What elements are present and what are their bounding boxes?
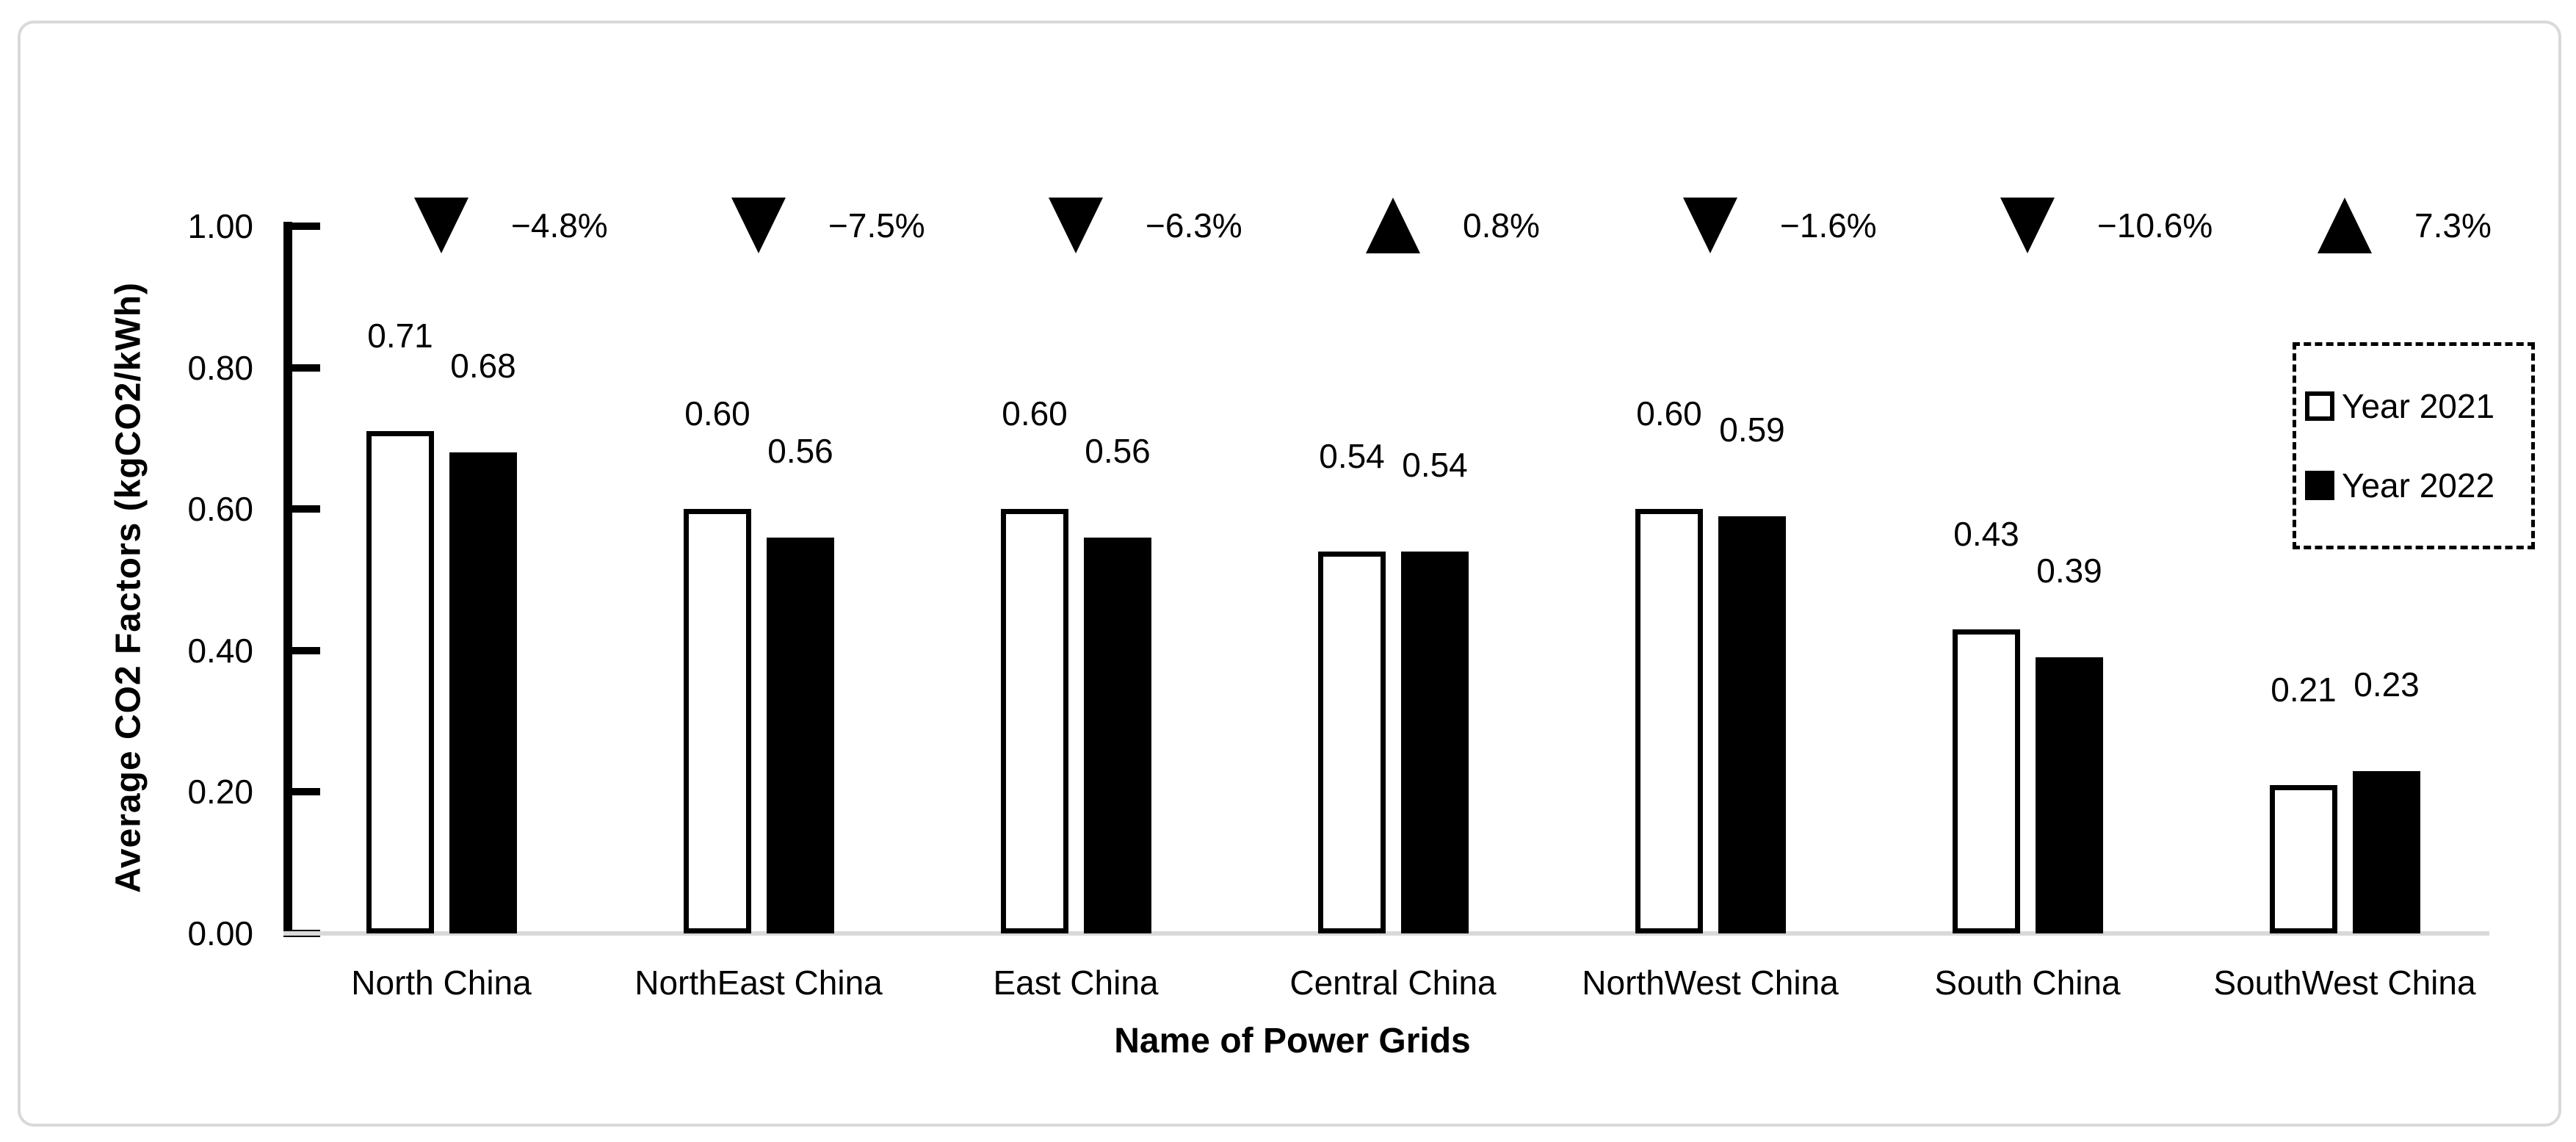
bar-value-label: 0.23 bbox=[2354, 665, 2420, 704]
legend-label-year-2021: Year 2021 bbox=[2342, 386, 2495, 425]
bar-value-label: 0.43 bbox=[1953, 515, 2019, 553]
bar-year-2021 bbox=[1318, 552, 1386, 933]
change-percent-label: −4.8% bbox=[511, 206, 608, 245]
triangle-down-icon bbox=[2000, 198, 2055, 253]
bar-year-2022 bbox=[1084, 538, 1151, 933]
bar-year-2021 bbox=[684, 509, 751, 933]
triangle-up-icon bbox=[2318, 198, 2372, 253]
change-percent-label: 0.8% bbox=[1463, 206, 1540, 245]
x-category-label: Central China bbox=[1289, 964, 1497, 1002]
x-axis-title: Name of Power Grids bbox=[1114, 1022, 1471, 1060]
change-percent-label: −7.5% bbox=[828, 206, 925, 245]
y-tick-mark bbox=[283, 364, 320, 372]
bar-value-label: 0.60 bbox=[1002, 394, 1068, 433]
bar-year-2021 bbox=[1953, 629, 2020, 933]
bar-value-label: 0.59 bbox=[1719, 411, 1785, 449]
bar-year-2021 bbox=[366, 431, 434, 933]
bar-year-2022 bbox=[1401, 552, 1469, 933]
y-tick-mark bbox=[283, 788, 320, 795]
bar-year-2021 bbox=[2270, 785, 2337, 933]
bar-value-label: 0.60 bbox=[1636, 394, 1702, 433]
y-tick-mark bbox=[283, 223, 320, 230]
triangle-down-icon bbox=[1683, 198, 1737, 253]
triangle-down-icon bbox=[1049, 198, 1103, 253]
x-category-label: East China bbox=[993, 964, 1159, 1002]
x-axis-line bbox=[283, 931, 2489, 936]
triangle-up-icon bbox=[1366, 198, 1420, 253]
legend-label-year-2022: Year 2022 bbox=[2342, 466, 2495, 505]
triangle-down-icon bbox=[414, 198, 468, 253]
x-category-label: North China bbox=[351, 964, 532, 1002]
bar-value-label: 0.71 bbox=[367, 317, 433, 355]
bar-year-2022 bbox=[2353, 771, 2420, 933]
legend-item-year-2022: Year 2022 bbox=[2305, 466, 2531, 505]
x-category-label: NorthEast China bbox=[634, 964, 883, 1002]
bar-year-2022 bbox=[1718, 516, 1786, 933]
legend-item-year-2021: Year 2021 bbox=[2305, 386, 2531, 426]
bar-year-2022 bbox=[449, 452, 517, 933]
y-tick-mark bbox=[283, 505, 320, 513]
bar-value-label: 0.56 bbox=[767, 432, 833, 470]
bar-value-label: 0.54 bbox=[1319, 437, 1385, 475]
bar-year-2021 bbox=[1635, 509, 1703, 933]
legend-swatch-year-2021-icon bbox=[2305, 391, 2334, 421]
figure-border bbox=[18, 21, 2561, 1127]
y-tick-label: 1.00 bbox=[187, 207, 253, 245]
change-percent-label: 7.3% bbox=[2414, 206, 2492, 245]
triangle-down-icon bbox=[731, 198, 786, 253]
bar-value-label: 0.60 bbox=[684, 394, 750, 433]
y-tick-label: 0.80 bbox=[187, 349, 253, 387]
bar-year-2022 bbox=[767, 538, 834, 933]
bar-year-2022 bbox=[2036, 657, 2103, 933]
x-category-label: NorthWest China bbox=[1582, 964, 1839, 1002]
bar-value-label: 0.39 bbox=[2036, 552, 2102, 590]
legend-swatch-year-2022-icon bbox=[2305, 471, 2334, 501]
bar-value-label: 0.68 bbox=[450, 347, 516, 385]
y-tick-label: 0.60 bbox=[187, 490, 253, 528]
change-percent-label: −10.6% bbox=[2097, 206, 2213, 245]
bar-year-2021 bbox=[1001, 509, 1068, 933]
change-percent-label: −1.6% bbox=[1780, 206, 1877, 245]
bar-value-label: 0.54 bbox=[1402, 446, 1468, 484]
y-tick-mark bbox=[283, 647, 320, 654]
x-category-label: SouthWest China bbox=[2213, 964, 2476, 1002]
y-tick-label: 0.00 bbox=[187, 914, 253, 953]
y-tick-label: 0.20 bbox=[187, 773, 253, 811]
x-category-label: South China bbox=[1934, 964, 2121, 1002]
change-percent-label: −6.3% bbox=[1146, 206, 1242, 245]
legend: Year 2021 Year 2022 bbox=[2293, 342, 2535, 549]
bar-value-label: 0.21 bbox=[2271, 671, 2337, 709]
y-tick-label: 0.40 bbox=[187, 632, 253, 670]
bar-value-label: 0.56 bbox=[1085, 432, 1151, 470]
y-axis-line bbox=[283, 222, 292, 936]
